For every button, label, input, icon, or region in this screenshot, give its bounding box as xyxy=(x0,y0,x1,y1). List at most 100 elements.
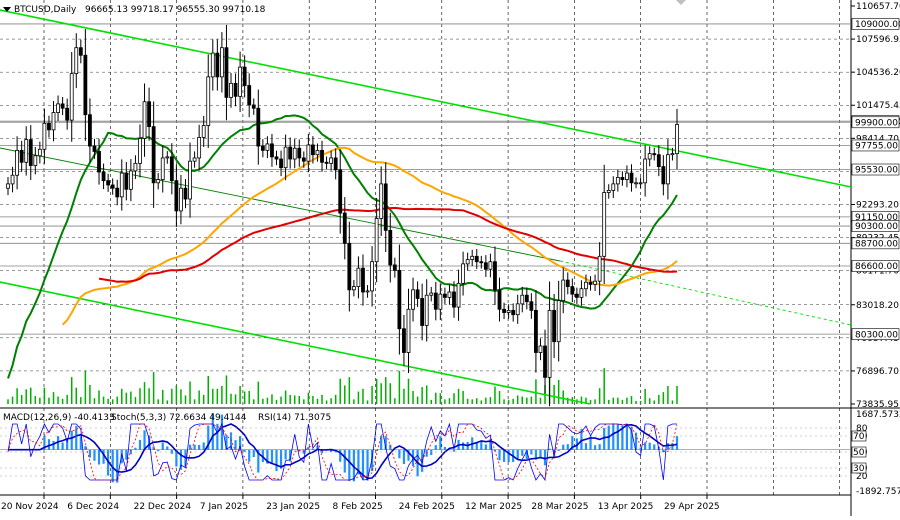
candle-body xyxy=(483,262,488,270)
mid-ma-line xyxy=(61,146,678,326)
date-tick-label: 28 Mar 2025 xyxy=(531,502,588,512)
candle-body xyxy=(270,143,274,158)
candle-body xyxy=(584,281,588,290)
candle-body xyxy=(661,166,666,185)
price-tick-label: 110657.70 xyxy=(856,2,900,12)
candle-body xyxy=(119,172,124,198)
candle-body xyxy=(665,154,670,185)
candle-body xyxy=(292,147,297,160)
candle-body xyxy=(597,255,602,282)
indicator-tick-label: -1892.7573 xyxy=(856,487,900,497)
candle-body xyxy=(593,280,597,285)
candle-body xyxy=(402,328,406,353)
candle-body xyxy=(397,269,402,330)
candle-body xyxy=(442,293,447,298)
date-tick-label: 8 Feb 2025 xyxy=(333,502,383,512)
candle-body xyxy=(10,174,15,185)
candle-body xyxy=(301,157,306,162)
level-label-box xyxy=(851,260,900,272)
candle-body xyxy=(106,180,111,186)
price-axis: 110657.70 107596.95 104536.20 101475.45 9841… xyxy=(851,2,900,497)
candle-body xyxy=(229,82,233,98)
candle-body xyxy=(370,261,374,292)
candle-body xyxy=(165,156,170,159)
candle-body xyxy=(92,145,97,152)
candle-body xyxy=(15,149,20,176)
candle-body xyxy=(570,286,575,295)
candle-body xyxy=(138,138,142,164)
candle-body xyxy=(424,294,429,326)
channel-upper-line xyxy=(0,9,852,188)
volume-bars xyxy=(7,366,678,404)
candle-body xyxy=(315,149,320,156)
candle-body xyxy=(65,107,70,121)
candle-body xyxy=(620,177,625,180)
candle-body xyxy=(47,122,51,131)
candle-body xyxy=(56,103,60,113)
date-tick-label: 29 Apr 2025 xyxy=(664,502,720,512)
candle-body xyxy=(552,309,557,343)
level-label-box xyxy=(851,139,900,152)
shift-marker-icon[interactable] xyxy=(676,0,686,5)
candle-body xyxy=(311,144,315,156)
candle-body xyxy=(33,155,38,166)
candle-body xyxy=(529,301,534,311)
symbol-label: BTCUSD,Daily xyxy=(14,5,77,15)
ohlc-values: 96665.13 99718.17 96555.30 99710.18 xyxy=(85,5,266,15)
candle-body xyxy=(547,309,552,378)
price-tick-label: 101475.45 xyxy=(856,101,900,111)
candle-body xyxy=(6,183,10,189)
level-label-box xyxy=(851,18,900,30)
candle-body xyxy=(647,153,652,160)
candle-body xyxy=(502,308,506,313)
candle-body xyxy=(288,146,293,160)
candlesticks xyxy=(6,24,679,407)
candle-body xyxy=(78,47,83,56)
candle-body xyxy=(188,160,192,200)
channel-mid-line xyxy=(0,147,561,262)
candle-body xyxy=(342,212,347,244)
candle-body xyxy=(670,153,675,156)
trend-channel xyxy=(0,9,852,405)
rsi-level-label: 70 xyxy=(853,432,865,442)
candle-body xyxy=(69,73,74,121)
candle-body xyxy=(420,298,425,326)
candle-body xyxy=(379,183,384,219)
candle-body xyxy=(383,183,388,231)
candle-body xyxy=(615,177,620,185)
candle-body xyxy=(51,112,56,131)
candle-body xyxy=(115,187,120,198)
candle-body xyxy=(652,153,657,156)
rsi-level-label: 30 xyxy=(853,464,865,474)
date-tick-label: 12 Mar 2025 xyxy=(465,502,522,512)
candle-body xyxy=(497,289,502,310)
candle-body xyxy=(347,242,352,291)
candle-body xyxy=(515,303,520,316)
candle-body xyxy=(543,345,547,378)
candle-body xyxy=(260,145,265,151)
candle-body xyxy=(511,309,516,316)
candle-body xyxy=(433,292,438,310)
candle-body xyxy=(638,182,643,185)
candle-body xyxy=(60,103,65,109)
candle-body xyxy=(197,137,202,159)
candle-body xyxy=(602,192,607,257)
collapse-triangle-icon[interactable] xyxy=(3,7,11,12)
short-ma-line xyxy=(7,114,678,379)
date-tick-label: 22 Dec 2024 xyxy=(134,502,192,512)
candle-body xyxy=(611,183,616,191)
candle-body xyxy=(374,218,379,263)
candle-body xyxy=(643,158,648,184)
channel-mid-extension xyxy=(559,260,852,326)
candle-body xyxy=(147,101,151,128)
level-lines xyxy=(0,23,851,335)
date-tick-label: 24 Feb 2025 xyxy=(399,502,455,512)
level-label-box xyxy=(851,328,900,340)
indicator-tick-label: 1687.5732 xyxy=(856,410,900,420)
channel-lower-line xyxy=(0,281,591,405)
candle-body xyxy=(83,54,88,116)
macd-label: MACD(12,26,9) -40.4133 xyxy=(3,413,115,423)
candle-body xyxy=(461,263,466,284)
